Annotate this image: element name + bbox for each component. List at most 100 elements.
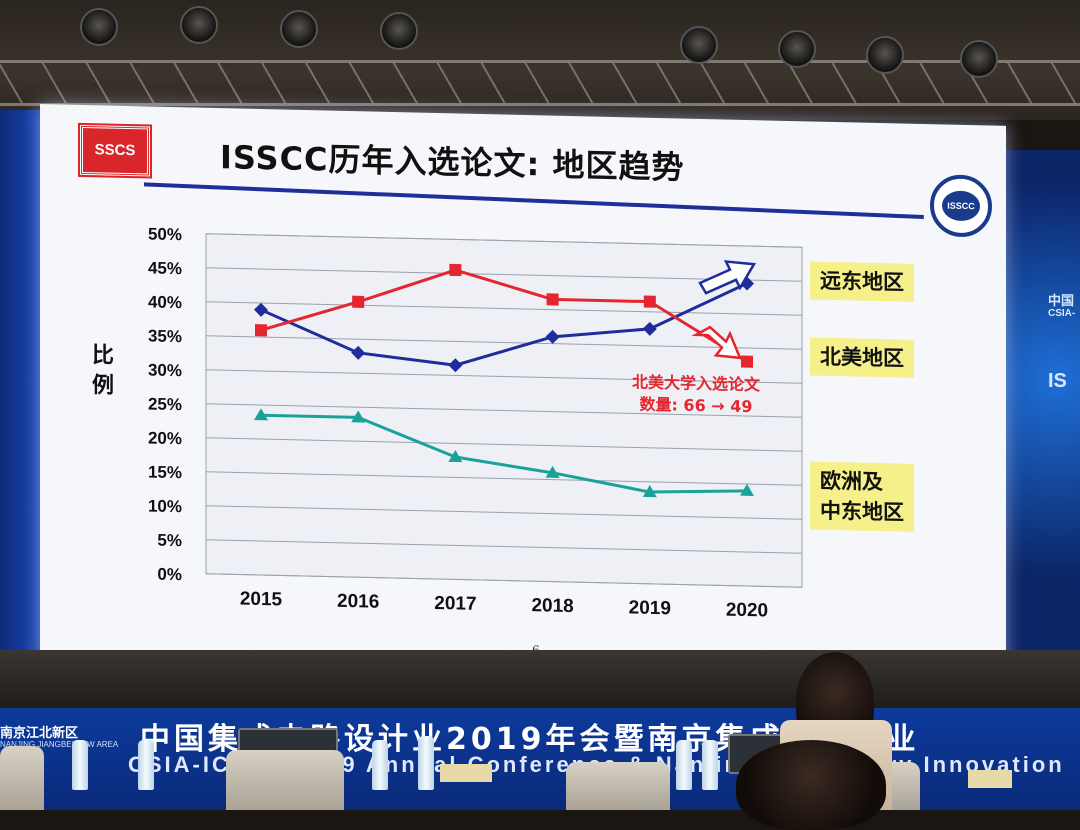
series-2 [255, 263, 753, 368]
spotlight [866, 36, 904, 74]
data-point [351, 345, 366, 360]
annotation-line-2: 数量: 66 → 49 [639, 395, 752, 417]
data-point [546, 293, 559, 306]
legend-label: 欧洲及 [820, 468, 883, 495]
data-point [448, 358, 463, 373]
y-tick-label: 25% [148, 394, 182, 414]
spotlight [380, 12, 418, 50]
data-point [545, 465, 560, 478]
legend-entry: 欧洲及 中东地区 [810, 461, 914, 532]
chair [226, 750, 344, 810]
y-axis-ticks: 0% 5% 10% 15% 20% 25% 30% 35% 40% 45% 50% [148, 224, 182, 584]
y-tick-label: 0% [157, 565, 182, 585]
up-arrow-icon [698, 260, 757, 295]
right-led-wall: 中国 CSIA- IS [1004, 150, 1080, 660]
water-bottle [72, 740, 88, 790]
gridline [206, 301, 802, 316]
data-point [351, 410, 366, 423]
lighting-truss [0, 60, 1080, 106]
gridline [206, 233, 802, 248]
gridline [206, 267, 802, 282]
legend-entry: 北美地区 [810, 337, 914, 378]
gridline [206, 335, 802, 350]
spotlight [80, 8, 118, 46]
chart-series [254, 263, 754, 498]
chair [566, 762, 670, 810]
chart-grid [205, 233, 803, 588]
down-arrow-icon [691, 325, 742, 360]
nameplate [968, 770, 1012, 788]
gridline [206, 505, 802, 520]
banner-left-text: 南京江北新区 [0, 726, 79, 741]
series-3 [254, 408, 754, 498]
chair [0, 746, 44, 810]
audience-head [736, 740, 886, 830]
gridline [206, 437, 802, 452]
legend-entry: 远东地区 [810, 261, 914, 302]
spotlight [280, 10, 318, 48]
series-line [260, 282, 748, 367]
data-point [352, 295, 365, 308]
x-tick-label: 2016 [337, 591, 379, 613]
water-bottle [372, 740, 388, 790]
x-tick-label: 2019 [629, 597, 671, 619]
gridline [206, 403, 802, 418]
y-tick-label: 30% [148, 360, 182, 380]
gridline [206, 471, 802, 486]
side-screen-abbr: IS [1048, 370, 1067, 392]
data-point [448, 450, 463, 463]
spotlight [180, 6, 218, 44]
y-tick-label: 35% [148, 326, 182, 346]
y-tick-label: 45% [148, 258, 182, 278]
data-point [740, 483, 754, 497]
stage-edge [0, 650, 1080, 710]
x-tick-label: 2020 [726, 600, 768, 622]
data-point [642, 485, 657, 498]
data-point [545, 329, 560, 344]
y-tick-label: 10% [148, 496, 182, 516]
series-line [261, 413, 748, 494]
data-point [741, 355, 753, 368]
water-bottle [676, 740, 692, 790]
y-tick-label: 50% [148, 224, 182, 244]
gridline [206, 539, 802, 554]
side-screen-cn: 中国 [1048, 293, 1075, 308]
legend-label: 中东地区 [820, 498, 904, 525]
projection-screen: SSCS ISSCC历年入选论文: 地区趋势 ISSCC 比例 0% 5% 10% 1… [40, 104, 1006, 684]
y-tick-label: 40% [148, 292, 182, 312]
x-tick-label: 2018 [531, 595, 573, 617]
trend-arrows [691, 260, 757, 360]
y-tick-label: 20% [148, 428, 182, 448]
data-point [643, 295, 656, 308]
data-point [254, 302, 268, 317]
water-bottle [702, 740, 718, 790]
x-axis-ticks: 2015 2016 2017 2018 2019 2020 [240, 589, 768, 622]
audience-foreground [0, 652, 1080, 830]
legend-label: 北美地区 [820, 344, 904, 371]
x-tick-label: 2017 [434, 593, 476, 615]
y-tick-label: 5% [157, 531, 182, 551]
banner-left-subtext: NANJING JIANGBEI NEW AREA [0, 740, 119, 749]
y-tick-label: 15% [148, 462, 182, 482]
ceiling-lighting-rig [0, 0, 1080, 120]
data-point [254, 408, 268, 421]
series-line [260, 268, 748, 363]
data-point [642, 321, 657, 336]
water-bottle [418, 736, 434, 790]
nameplate [440, 764, 492, 782]
annotation-line-1: 北美大学入选论文 [632, 372, 761, 394]
left-led-wall [0, 110, 44, 650]
gridline [206, 369, 802, 384]
spotlight [778, 30, 816, 68]
series-1 [254, 276, 754, 373]
legend-label: 远东地区 [820, 268, 904, 295]
data-point [449, 263, 462, 277]
data-point [255, 324, 267, 337]
water-bottle [138, 740, 154, 790]
chart-annotation: 北美大学入选论文 数量: 66 → 49 [632, 372, 761, 416]
line-chart: 0% 5% 10% 15% 20% 25% 30% 35% 40% 45% 50% 2015 2016… [148, 224, 803, 622]
side-screen-en: CSIA- [1048, 308, 1076, 319]
gridline [206, 573, 802, 588]
spotlight [680, 26, 718, 64]
spotlight [960, 40, 998, 78]
